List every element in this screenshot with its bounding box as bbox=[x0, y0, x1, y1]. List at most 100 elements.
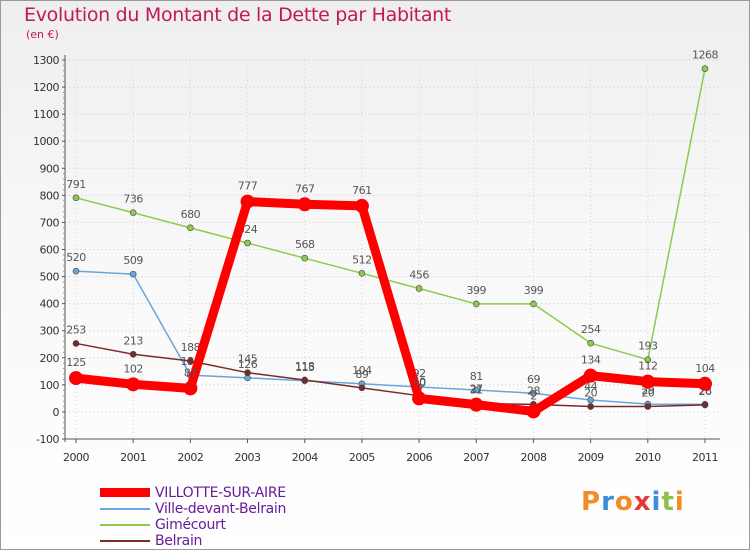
data-label-villotte-sur-aire: 125 bbox=[66, 356, 86, 369]
data-point-villotte-sur-aire bbox=[126, 377, 141, 392]
data-point-belrain bbox=[701, 401, 709, 409]
data-label-belrain: 89 bbox=[355, 368, 368, 381]
y-tick-label: 1000 bbox=[33, 135, 59, 148]
data-label-gim-court: 193 bbox=[638, 340, 658, 353]
x-tick-label: 2007 bbox=[463, 451, 489, 464]
y-tick-label: 300 bbox=[40, 325, 60, 338]
y-tick-label: -100 bbox=[36, 433, 59, 446]
data-point-villotte-sur-aire bbox=[240, 194, 255, 209]
data-label-ville-devant-belrain: 44 bbox=[584, 380, 597, 393]
proxiti-logo: Proxiti bbox=[581, 487, 685, 517]
data-label-gim-court: 568 bbox=[295, 238, 315, 251]
data-point-belrain bbox=[187, 357, 194, 365]
x-tick-label: 2010 bbox=[635, 451, 661, 464]
data-label-gim-court: 254 bbox=[581, 323, 601, 336]
x-tick-label: 2009 bbox=[578, 451, 604, 464]
data-label-ville-devant-belrain: 520 bbox=[66, 251, 86, 264]
logo-letter: P bbox=[581, 487, 602, 517]
data-point-villotte-sur-aire bbox=[412, 391, 427, 406]
data-label-belrain: 253 bbox=[66, 323, 86, 336]
data-label-ville-devant-belrain: 81 bbox=[470, 370, 483, 383]
data-point-belrain bbox=[244, 369, 251, 376]
data-label-villotte-sur-aire: 134 bbox=[581, 354, 601, 367]
data-label-villotte-sur-aire: 104 bbox=[695, 362, 715, 375]
x-tick-label: 2000 bbox=[63, 451, 89, 464]
data-label-belrain: 28 bbox=[527, 384, 540, 397]
data-point-gim-court bbox=[72, 194, 80, 202]
data-point-villotte-sur-aire bbox=[583, 368, 598, 383]
data-point-belrain bbox=[358, 384, 366, 392]
series-line-villotte-sur-aire bbox=[71, 197, 710, 416]
legend-swatch-villotte bbox=[100, 488, 150, 497]
x-tick-label: 2006 bbox=[406, 451, 432, 464]
x-tick-label: 2001 bbox=[120, 451, 146, 464]
data-label-ville-devant-belrain: 69 bbox=[527, 373, 540, 386]
data-point-villotte-sur-aire bbox=[183, 381, 198, 396]
data-point-gim-court bbox=[530, 300, 537, 308]
logo-letter: o bbox=[614, 487, 634, 517]
y-tick-label: 500 bbox=[40, 271, 60, 284]
legend-label-gimecourt: Gimécourt bbox=[155, 517, 226, 533]
y-tick-label: 1300 bbox=[33, 54, 59, 67]
chart-title: Evolution du Montant de la Dette par Hab… bbox=[24, 4, 452, 26]
data-point-ville-devant-belrain bbox=[72, 267, 80, 275]
y-tick-label: 900 bbox=[40, 162, 60, 175]
data-label-gim-court: 791 bbox=[66, 178, 86, 191]
legend-label-belrain: Belrain bbox=[155, 533, 203, 549]
data-point-ville-devant-belrain bbox=[530, 389, 537, 397]
data-point-ville-devant-belrain bbox=[472, 386, 480, 394]
x-tick-label: 2011 bbox=[692, 451, 718, 464]
y-tick-label: 0 bbox=[53, 406, 60, 419]
data-point-villotte-sur-aire bbox=[469, 397, 484, 412]
data-label-villotte-sur-aire: 102 bbox=[123, 362, 143, 375]
legend-swatch-gimecourt bbox=[100, 524, 150, 526]
data-label-villotte-sur-aire: 112 bbox=[638, 360, 658, 373]
data-point-gim-court bbox=[644, 356, 652, 363]
data-point-belrain bbox=[587, 403, 594, 410]
data-point-gim-court bbox=[358, 270, 366, 277]
data-label-gim-court: 456 bbox=[409, 268, 429, 281]
data-point-gim-court bbox=[701, 65, 709, 72]
data-point-villotte-sur-aire bbox=[297, 197, 312, 212]
unit-label: (en €) bbox=[26, 28, 59, 41]
series-line-gim-court bbox=[75, 67, 706, 361]
x-tick-label: 2004 bbox=[292, 451, 318, 464]
logo-letter: r bbox=[601, 487, 615, 517]
data-point-villotte-sur-aire bbox=[640, 374, 655, 389]
y-tick-label: 200 bbox=[40, 352, 60, 365]
data-point-gim-court bbox=[244, 239, 251, 247]
data-label-villotte-sur-aire: 27 bbox=[470, 383, 483, 396]
data-point-belrain bbox=[644, 403, 652, 410]
data-label-gim-court: 736 bbox=[123, 193, 143, 206]
data-label-gim-court: 1268 bbox=[692, 49, 718, 62]
data-label-gim-court: 399 bbox=[524, 284, 544, 297]
data-label-villotte-sur-aire: 777 bbox=[238, 180, 258, 193]
y-tick-label: 600 bbox=[40, 244, 60, 257]
y-tick-label: 400 bbox=[40, 298, 60, 311]
legend-swatch-ville-devant-belrain bbox=[100, 508, 150, 510]
data-point-gim-court bbox=[187, 224, 194, 232]
legend-swatch-belrain bbox=[100, 540, 150, 542]
data-point-ville-devant-belrain bbox=[129, 270, 137, 278]
data-label-gim-court: 512 bbox=[352, 253, 372, 266]
data-label-belrain: 118 bbox=[295, 360, 315, 373]
y-tick-label: 800 bbox=[40, 189, 60, 202]
data-label-villotte-sur-aire: 767 bbox=[295, 182, 315, 195]
y-tick-label: 100 bbox=[40, 379, 60, 392]
x-tick-label: 2002 bbox=[177, 451, 203, 464]
data-point-ville-devant-belrain bbox=[587, 396, 594, 404]
data-label-villotte-sur-aire: 50 bbox=[413, 376, 426, 389]
x-tick-label: 2008 bbox=[520, 451, 546, 464]
data-point-gim-court bbox=[301, 254, 309, 262]
y-tick-label: 1200 bbox=[33, 81, 59, 94]
logo-letter: t bbox=[661, 487, 675, 517]
data-point-villotte-sur-aire bbox=[354, 198, 369, 213]
data-point-villotte-sur-aire bbox=[69, 371, 83, 386]
data-label-gim-court: 680 bbox=[181, 208, 201, 221]
data-label-ville-devant-belrain: 115 bbox=[295, 361, 315, 374]
data-label-belrain: 188 bbox=[181, 341, 201, 354]
data-point-belrain bbox=[129, 350, 137, 358]
y-tick-label: 700 bbox=[40, 216, 60, 229]
